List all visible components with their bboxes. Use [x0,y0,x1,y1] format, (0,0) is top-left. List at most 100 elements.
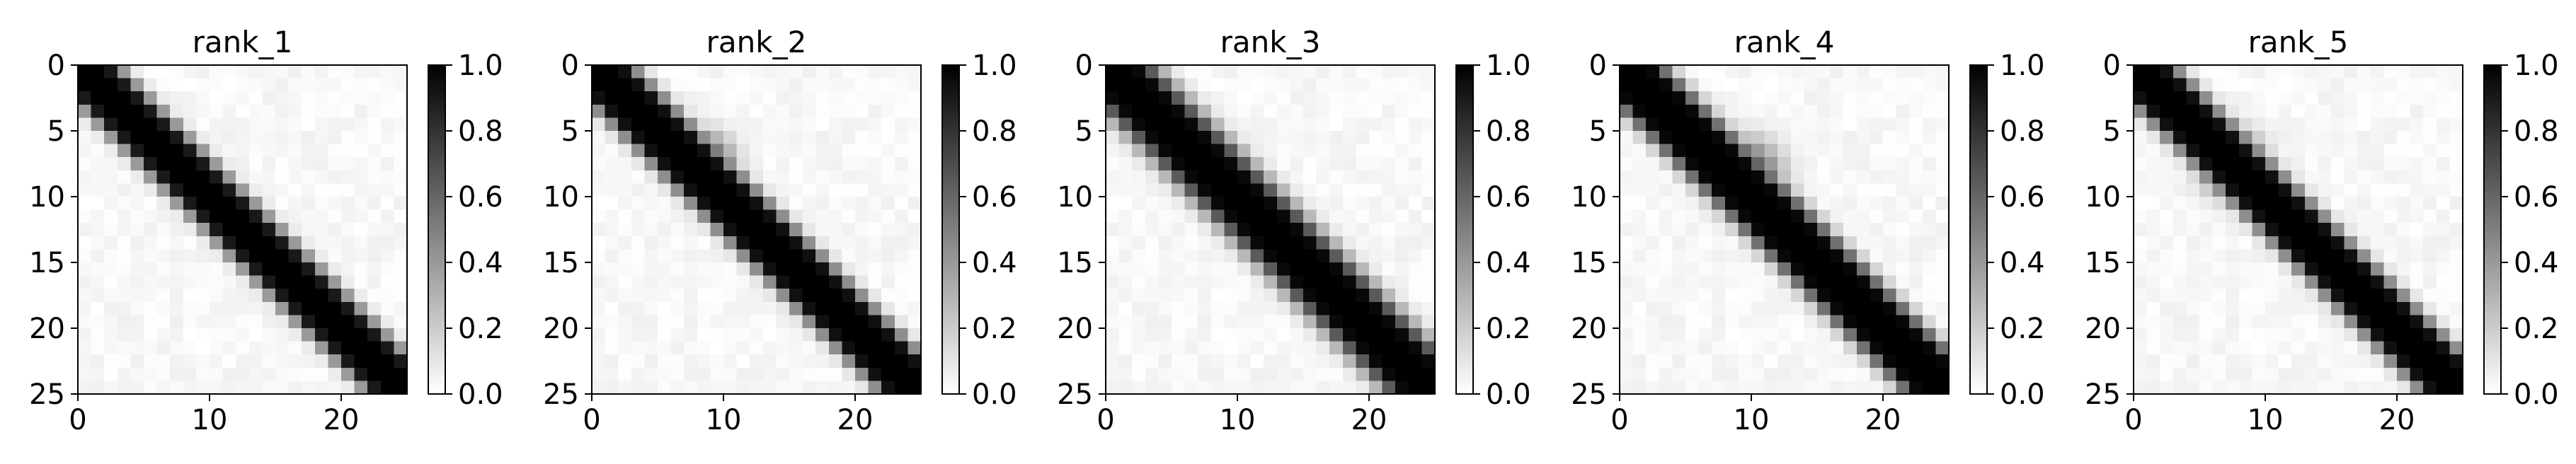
heatmap-cell [1251,210,1264,224]
heatmap-cell [737,157,750,170]
heatmap-cell [1935,249,1949,262]
heatmap-cell [104,170,118,184]
heatmap-cell [776,289,789,302]
heatmap-cell [2265,210,2279,224]
heatmap-cell [644,91,658,105]
heatmap-cell [1132,223,1145,236]
heatmap-cell [1646,170,1659,184]
heatmap-cell [223,276,236,289]
heatmap-cell [1158,131,1172,144]
heatmap-cell [2265,105,2279,118]
heatmap-cell [2331,276,2345,289]
heatmap-cell [1883,197,1896,210]
heatmap-cell [1211,289,1225,302]
heatmap-cell [1119,210,1133,224]
heatmap-cell [394,262,407,276]
heatmap-cell [815,354,829,368]
heatmap-cell [1409,328,1422,342]
heatmap-cell [1369,131,1383,144]
heatmap-cell [275,354,289,368]
heatmap-cell [803,157,816,170]
heatmap-cell [1211,79,1225,92]
heatmap-cell [1132,170,1145,184]
heatmap-cell [1685,91,1699,105]
heatmap-cell [1264,144,1277,158]
heatmap-cell [1659,262,1673,276]
heatmap-cell [1751,223,1765,236]
heatmap-cell [684,328,697,342]
heatmap-cell [341,170,355,184]
heatmap-cell [1172,144,1185,158]
heatmap-cell [1119,315,1133,328]
heatmap-cell [789,315,803,328]
colorbar-tick-label: 0.6 [972,181,1017,214]
heatmap-cell [1883,315,1896,328]
heatmap-cell [2239,381,2252,394]
heatmap-cell [262,342,275,355]
heatmap-cell [1923,381,1936,394]
heatmap-cell [2371,262,2384,276]
heatmap-cell [697,236,711,250]
heatmap-cell [1369,289,1383,302]
heatmap-cell [750,131,763,144]
heatmap-cell [684,91,697,105]
heatmap-cell [1620,315,1633,328]
heatmap-cell [341,342,355,355]
heatmap-cell [776,315,789,328]
heatmap-cell [1290,289,1303,302]
heatmap-cell [1791,223,1804,236]
heatmap-cell [1857,328,1870,342]
heatmap-cell [737,368,750,381]
heatmap-cell [2173,223,2187,236]
heatmap-cell [1935,328,1949,342]
heatmap-cell [697,328,711,342]
heatmap-cell [2147,315,2160,328]
heatmap-cell [183,368,197,381]
heatmap-cell [2173,328,2187,342]
heatmap-cell [1685,354,1699,368]
heatmap-cell [855,236,869,250]
heatmap-cell [2160,249,2173,262]
heatmap-cell [1224,170,1237,184]
heatmap-cell [1896,381,1910,394]
heatmap-cell [2134,342,2147,355]
heatmap-cell [302,210,315,224]
heatmap-cell [2186,105,2199,118]
heatmap-cell [644,223,658,236]
heatmap-cell [1909,236,1923,250]
heatmap-cell [737,197,750,210]
heatmap-cell [737,289,750,302]
heatmap-cell [1145,276,1159,289]
heatmap-cell [2134,262,2147,276]
heatmap-cell [1831,131,1844,144]
heatmap-cell [328,236,341,250]
heatmap-cell [2437,262,2450,276]
heatmap-cell [710,315,723,328]
heatmap-cell [1791,117,1804,131]
heatmap-cell [210,381,223,394]
heatmap-cell [144,262,157,276]
heatmap-cell [723,223,737,236]
heatmap-cell [1870,183,1883,197]
heatmap-cell [1857,65,1870,79]
heatmap-cell [1620,328,1633,342]
heatmap-cell [1317,236,1330,250]
heatmap-cell [1158,249,1172,262]
heatmap-cell [1923,223,1936,236]
heatmap-cell [1857,236,1870,250]
heatmap-cell [1132,354,1145,368]
heatmap-cell [1883,183,1896,197]
heatmap-cell [2397,354,2410,368]
heatmap-cell [1106,354,1119,368]
heatmap-cell [2357,157,2371,170]
heatmap-cell [302,131,315,144]
x-tick-label: 10 [1734,404,1770,436]
heatmap-cell [262,354,275,368]
heatmap-cell [1725,342,1739,355]
heatmap-cell [842,144,855,158]
heatmap-cell [2199,302,2213,315]
heatmap-cell [1923,289,1936,302]
heatmap-cell [2331,249,2345,262]
heatmap-cell [249,236,263,250]
heatmap-cell [2357,368,2371,381]
